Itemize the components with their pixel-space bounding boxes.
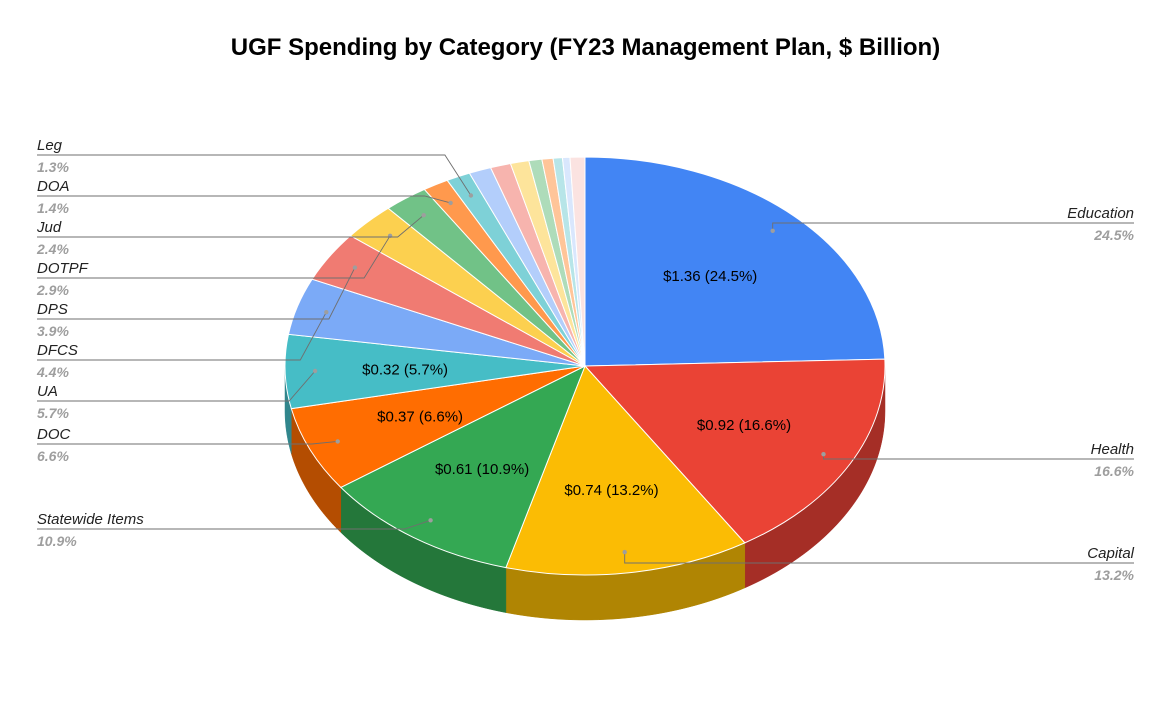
percent-education: 24.5%	[1093, 227, 1134, 243]
slice-labels: $1.36 (24.5%) $0.92 (16.6%) $0.74 (13.2%) $…	[36, 137, 1135, 583]
leader-line-education	[772, 222, 1134, 231]
leader-line-ua	[37, 370, 316, 402]
leader-dot-dps	[352, 265, 358, 270]
leader-line-statewide-items	[37, 519, 431, 530]
data-label-ua: $0.32 (5.7%)	[362, 361, 448, 378]
pie-top	[284, 156, 886, 576]
leader-dot-dfcs	[324, 310, 329, 315]
leader-line-leg	[37, 154, 472, 196]
chart-title: UGF Spending by Category (FY23 Managemen…	[230, 34, 941, 61]
label-jud: Jud	[36, 219, 62, 236]
slice-capital	[505, 365, 746, 576]
leader-dot-leg	[468, 193, 474, 198]
leader-dot-ua	[312, 368, 318, 374]
label-doa: DOA	[37, 178, 70, 195]
label-dotpf: DOTPF	[37, 260, 89, 277]
label-education: Education	[1067, 205, 1134, 222]
leader-dot-doc	[335, 439, 340, 444]
percent-health: 16.6%	[1094, 463, 1134, 479]
leader-line-doa	[37, 195, 451, 204]
data-label-doc: $0.37 (6.6%)	[377, 408, 463, 425]
label-dfcs: DFCS	[37, 342, 78, 359]
label-health: Health	[1091, 441, 1134, 458]
label-ua: UA	[37, 383, 58, 400]
percent-leg: 1.3%	[37, 159, 69, 175]
data-label-capital: $0.74 (13.2%)	[564, 482, 658, 499]
leader-dot-statewide-items	[428, 518, 433, 523]
leader-lines	[37, 154, 1134, 564]
leader-line-jud	[37, 214, 424, 238]
leader-line-capital	[624, 552, 1134, 564]
label-doc: DOC	[37, 426, 71, 443]
data-label-health: $0.92 (16.6%)	[697, 417, 791, 434]
percent-dotpf: 2.9%	[36, 282, 69, 298]
leader-line-dfcs	[37, 311, 327, 361]
percent-ua: 5.7%	[37, 405, 69, 421]
slice-doc	[290, 365, 586, 489]
label-dps: DPS	[37, 301, 68, 318]
percent-doc: 6.6%	[37, 448, 69, 464]
percent-capital: 13.2%	[1094, 567, 1134, 583]
percent-dfcs: 4.4%	[36, 364, 69, 380]
slice-minor-19	[569, 156, 586, 367]
percent-dps: 3.9%	[37, 323, 69, 339]
percent-doa: 1.4%	[37, 200, 69, 216]
leader-dot-education	[770, 228, 775, 233]
slice-education	[584, 156, 886, 367]
leader-line-dotpf	[37, 235, 391, 279]
leader-line-doc	[37, 440, 338, 445]
data-label-education: $1.36 (24.5%)	[663, 268, 757, 285]
leader-dot-jud	[421, 213, 426, 218]
leader-line-dps	[37, 267, 356, 320]
leader-dot-capital	[622, 549, 627, 555]
label-statewide-items: Statewide Items	[37, 511, 144, 528]
percent-statewide-items: 10.9%	[37, 533, 77, 549]
data-label-statewide-items: $0.61 (10.9%)	[435, 461, 529, 478]
slice-statewide-items	[339, 364, 586, 569]
leader-dot-doa	[448, 200, 453, 206]
label-leg: Leg	[37, 137, 63, 154]
label-capital: Capital	[1087, 545, 1134, 562]
leader-dot-health	[821, 452, 826, 457]
slice-health	[583, 358, 886, 544]
percent-jud: 2.4%	[36, 241, 69, 257]
